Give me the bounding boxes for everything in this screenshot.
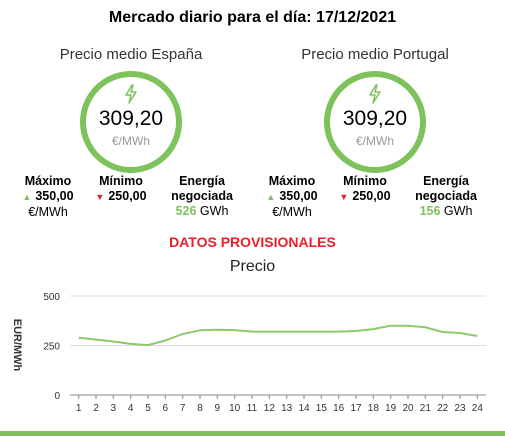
stat-energy: Energía negociada 156 GWh [410, 174, 482, 219]
x-tick-label: 21 [420, 403, 432, 414]
price-series [78, 324, 478, 347]
stat-energy: Energía negociada 526 GWh [166, 174, 238, 219]
price-ring: 309,20 €/MWh [80, 71, 182, 173]
x-tick-label: 24 [472, 403, 484, 414]
x-tick-label: 22 [437, 403, 449, 414]
x-tick-label: 17 [350, 403, 362, 414]
energy-label: Energía [423, 174, 469, 188]
stats: Máximo ▲ 350,00 €/MWh Mínimo ▼ 250,00 Ener… [16, 174, 246, 234]
provisional-notice: DATOS PROVISIONALES [169, 234, 336, 250]
x-tick-label: 19 [385, 403, 397, 414]
x-tick-label: 4 [128, 403, 134, 414]
series-line [78, 324, 478, 347]
arrow-down-icon: ▼ [95, 192, 105, 202]
x-tick-label: 9 [215, 403, 221, 414]
y-tick-labels: 0 250 500 [43, 292, 60, 402]
x-tick-label: 14 [298, 403, 310, 414]
energy-label-2: negociada [171, 189, 233, 203]
x-tick-label: 16 [333, 403, 345, 414]
market-portugal: Precio medio Portugal 309,20 €/MWh Máxim… [260, 46, 490, 219]
lightning-bolt-icon [330, 84, 420, 109]
x-tick-label: 23 [454, 403, 466, 414]
stat-min: Mínimo ▼ 250,00 [333, 174, 397, 205]
min-value: 250,00 [108, 189, 147, 203]
x-tick-label: 2 [93, 403, 99, 414]
market-spain: Precio medio España 309,20 €/MWh Máximo … [16, 46, 246, 219]
market-name: Precio medio España [59, 46, 203, 63]
bottom-accent-bar [0, 431, 505, 436]
y-tick-label: 500 [43, 292, 60, 303]
lightning-bolt-icon [86, 84, 176, 109]
arrow-up-icon: ▲ [266, 192, 276, 202]
chart-title: Precio [229, 258, 276, 275]
energy-label: Energía [179, 174, 225, 188]
y-tick-label: 250 [43, 342, 60, 353]
stat-min: Mínimo ▼ 250,00 [89, 174, 153, 205]
min-label: Mínimo [343, 174, 387, 188]
x-tick-label: 1 [76, 403, 82, 414]
chart-grid [70, 295, 486, 396]
x-tick-label: 8 [197, 403, 203, 414]
max-unit: €/MWh [272, 205, 312, 219]
min-value: 250,00 [352, 189, 391, 203]
energy-unit: GWh [443, 204, 473, 218]
y-tick-label: 0 [54, 391, 60, 402]
max-value: 350,00 [279, 189, 318, 203]
x-tick-label: 3 [111, 403, 117, 414]
max-value: 350,00 [35, 189, 74, 203]
energy-unit: GWh [199, 204, 229, 218]
x-tick-label: 15 [316, 403, 328, 414]
stat-max: Máximo ▲ 350,00 €/MWh [20, 174, 76, 220]
energy-value: 156 [419, 204, 441, 218]
x-tick-label: 7 [180, 403, 186, 414]
max-unit: €/MWh [28, 205, 68, 219]
max-label: Máximo [24, 174, 72, 188]
page-title: Mercado diario para el día: 17/12/2021 [108, 9, 397, 26]
stats: Máximo ▲ 350,00 €/MWh Mínimo ▼ 250,00 Ener… [260, 174, 490, 234]
arrow-up-icon: ▲ [22, 192, 32, 202]
price-ring: 309,20 €/MWh [324, 71, 426, 173]
y-axis-label: EUR/MWh [11, 319, 23, 372]
price-unit: €/MWh [111, 134, 150, 148]
energy-value: 526 [175, 204, 197, 218]
x-tick-label: 5 [145, 403, 151, 414]
x-tick-labels: 1 2 3 4 5 6 7 8 9 10 11 12 13 14 15 16 17 18 19 20 21 22 23 24 [76, 395, 483, 414]
x-tick-label: 10 [229, 403, 241, 414]
energy-label-2: negociada [415, 189, 477, 203]
arrow-down-icon: ▼ [339, 192, 349, 202]
min-label: Mínimo [99, 174, 143, 188]
x-tick-label: 6 [163, 403, 169, 414]
average-price: 309,20 [342, 107, 408, 130]
market-name: Precio medio Portugal [301, 46, 449, 63]
x-tick-label: 12 [264, 403, 276, 414]
x-tick-label: 13 [281, 403, 293, 414]
max-label: Máximo [268, 174, 316, 188]
stat-max: Máximo ▲ 350,00 €/MWh [264, 174, 320, 220]
x-tick-label: 18 [368, 403, 380, 414]
price-unit: €/MWh [355, 134, 394, 148]
x-tick-label: 11 [247, 403, 258, 414]
x-tick-label: 20 [402, 403, 414, 414]
average-price: 309,20 [98, 107, 164, 130]
